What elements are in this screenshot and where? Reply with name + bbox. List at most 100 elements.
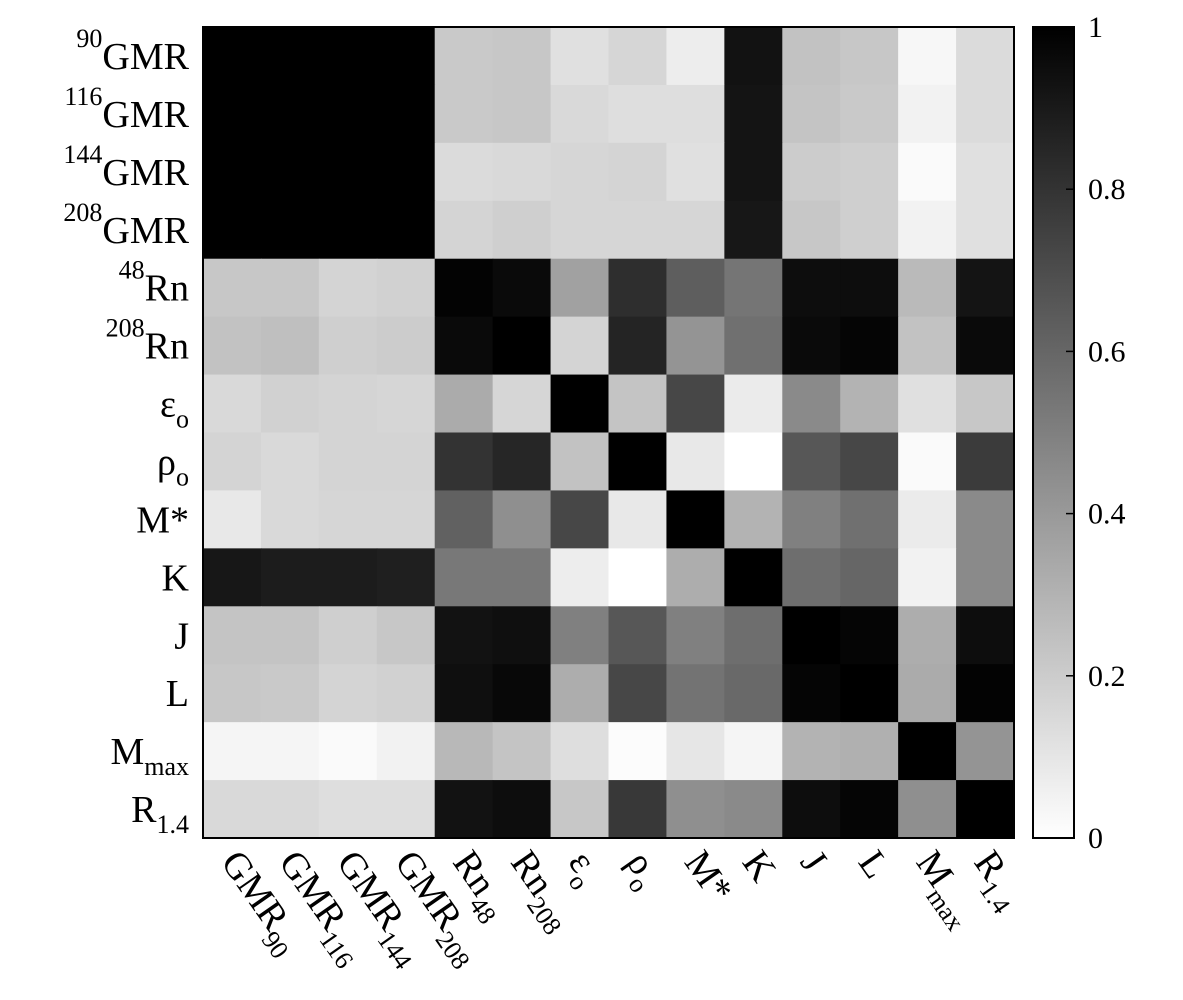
- heatmap-cell-gmr208-rn208: [492, 200, 552, 260]
- heatmap-cell-J-gmr208: [376, 606, 436, 665]
- heatmap-cell-L-J: [782, 664, 841, 723]
- heatmap-cell-mstar-rho0: [608, 490, 668, 549]
- heatmap-cell-r14-mmax: [898, 780, 957, 839]
- heatmap-cell-K-eps0: [550, 548, 610, 607]
- heatmap-cell-K-r14: [956, 548, 1015, 607]
- heatmap-cell-rn208-rho0: [608, 316, 668, 376]
- heatmap-cell-rho0-mmax: [898, 432, 957, 492]
- heatmap-cell-gmr90-rho0: [608, 27, 668, 86]
- colorbar-tick-label: 0.4: [1088, 498, 1126, 531]
- row-label-rn48: 48Rn: [119, 256, 189, 310]
- colorbar-tick-label: 0.8: [1088, 173, 1126, 206]
- heatmap-cell-gmr144-rn208: [492, 142, 552, 202]
- heatmap-cell-mmax-eps0: [550, 722, 610, 781]
- heatmap-cell-gmr90-gmr90: [203, 27, 262, 86]
- heatmap-cell-L-eps0: [550, 664, 610, 723]
- column-label-eps0: εo: [554, 843, 612, 895]
- heatmap-cell-r14-gmr144: [318, 780, 378, 839]
- heatmap-cell-rn48-rn208: [492, 258, 552, 318]
- heatmap-cell-rn48-gmr144: [318, 258, 378, 318]
- heatmap-cell-rn48-gmr208: [376, 258, 436, 318]
- row-label-rho0: ρo: [157, 442, 189, 492]
- heatmap-cell-r14-r14: [956, 780, 1015, 839]
- heatmap-cell-r14-mstar: [666, 780, 725, 839]
- heatmap-cell-r14-gmr90: [203, 780, 262, 839]
- heatmap-cell-gmr90-J: [782, 27, 841, 86]
- heatmap-cell-gmr208-mmax: [898, 200, 957, 260]
- heatmap-cell-r14-K: [724, 780, 783, 839]
- heatmap-cell-gmr208-rn48: [434, 200, 494, 260]
- column-label-r14: R1.4: [959, 843, 1033, 919]
- row-label-r14: R1.4: [131, 789, 189, 839]
- heatmap-cell-gmr90-mmax: [898, 27, 957, 86]
- heatmap-cell-L-rn48: [434, 664, 494, 723]
- colorbar: 0 0.2 0.4 0.6 0.8 1: [1032, 11, 1126, 855]
- column-label-J: J: [792, 843, 835, 879]
- heatmap-cell-J-rn208: [492, 606, 552, 665]
- colorbar-tick-label: 1: [1088, 11, 1103, 44]
- heatmap-cell-gmr116-gmr208: [376, 84, 436, 144]
- heatmap-cell-mstar-mstar: [666, 490, 725, 549]
- column-label-rho0: ρo: [612, 843, 671, 898]
- column-label-mstar: M*: [676, 843, 741, 910]
- heatmap-cell-L-rn208: [492, 664, 552, 723]
- heatmap-cell-r14-rn208: [492, 780, 552, 839]
- heatmap-cell-gmr208-gmr208: [376, 200, 436, 260]
- heatmap-cell-mmax-K: [724, 722, 783, 781]
- heatmap-cell-J-eps0: [550, 606, 610, 665]
- column-label-K: K: [734, 843, 784, 890]
- heatmap-cell-eps0-mstar: [666, 374, 725, 434]
- heatmap-cell-rho0-L: [840, 432, 899, 492]
- heatmap-cell-K-gmr208: [376, 548, 436, 607]
- heatmap-cell-mstar-rn48: [434, 490, 494, 549]
- heatmap-cell-eps0-eps0: [550, 374, 610, 434]
- heatmap-cell-r14-eps0: [550, 780, 610, 839]
- heatmap-cell-K-J: [782, 548, 841, 607]
- heatmap-cell-K-gmr116: [260, 548, 320, 607]
- heatmap-cell-gmr144-gmr90: [203, 142, 262, 202]
- heatmap-cell-gmr90-eps0: [550, 27, 610, 86]
- heatmap-cell-rho0-J: [782, 432, 841, 492]
- heatmap-cell-rho0-r14: [956, 432, 1015, 492]
- row-label-mstar: M*: [136, 499, 189, 541]
- heatmap-cell-mstar-eps0: [550, 490, 610, 549]
- heatmap-cell-gmr116-mmax: [898, 84, 957, 144]
- heatmap-cell-L-L: [840, 664, 899, 723]
- heatmap-cell-r14-J: [782, 780, 841, 839]
- heatmap-cell-gmr90-gmr208: [376, 27, 436, 86]
- heatmap-cell-L-gmr208: [376, 664, 436, 723]
- heatmap-cell-eps0-gmr90: [203, 374, 262, 434]
- heatmap-cell-J-L: [840, 606, 899, 665]
- heatmap-cell-rho0-gmr90: [203, 432, 262, 492]
- heatmap-cell-mstar-gmr208: [376, 490, 436, 549]
- heatmap-cell-gmr116-rho0: [608, 84, 668, 144]
- heatmap-cell-L-mmax: [898, 664, 957, 723]
- heatmap-cell-K-mmax: [898, 548, 957, 607]
- heatmap-cell-gmr116-gmr144: [318, 84, 378, 144]
- heatmap-cell-rn208-K: [724, 316, 783, 376]
- heatmap-cell-mstar-gmr116: [260, 490, 320, 549]
- heatmap-cell-gmr208-gmr90: [203, 200, 262, 260]
- heatmap-cell-gmr144-K: [724, 142, 783, 202]
- heatmap-cell-gmr208-rho0: [608, 200, 668, 260]
- heatmap-cell-gmr144-rn48: [434, 142, 494, 202]
- heatmap-cell-K-rn208: [492, 548, 552, 607]
- heatmap-cell-gmr144-eps0: [550, 142, 610, 202]
- heatmap-cell-gmr90-K: [724, 27, 783, 86]
- heatmap-cell-rho0-gmr208: [376, 432, 436, 492]
- heatmap-cell-gmr208-r14: [956, 200, 1015, 260]
- heatmap-cell-r14-rho0: [608, 780, 668, 839]
- heatmap-cell-rn48-r14: [956, 258, 1015, 318]
- heatmap-cell-r14-gmr116: [260, 780, 320, 839]
- heatmap-cell-J-r14: [956, 606, 1015, 665]
- heatmap-cell-eps0-gmr144: [318, 374, 378, 434]
- heatmap-cell-gmr116-L: [840, 84, 899, 144]
- row-label-K: K: [162, 557, 190, 599]
- heatmap-cell-L-r14: [956, 664, 1015, 723]
- heatmap-cell-r14-rn48: [434, 780, 494, 839]
- heatmap-cell-gmr116-mstar: [666, 84, 725, 144]
- heatmap-cell-rho0-K: [724, 432, 783, 492]
- heatmap-cell-eps0-gmr208: [376, 374, 436, 434]
- heatmap-cell-K-mstar: [666, 548, 725, 607]
